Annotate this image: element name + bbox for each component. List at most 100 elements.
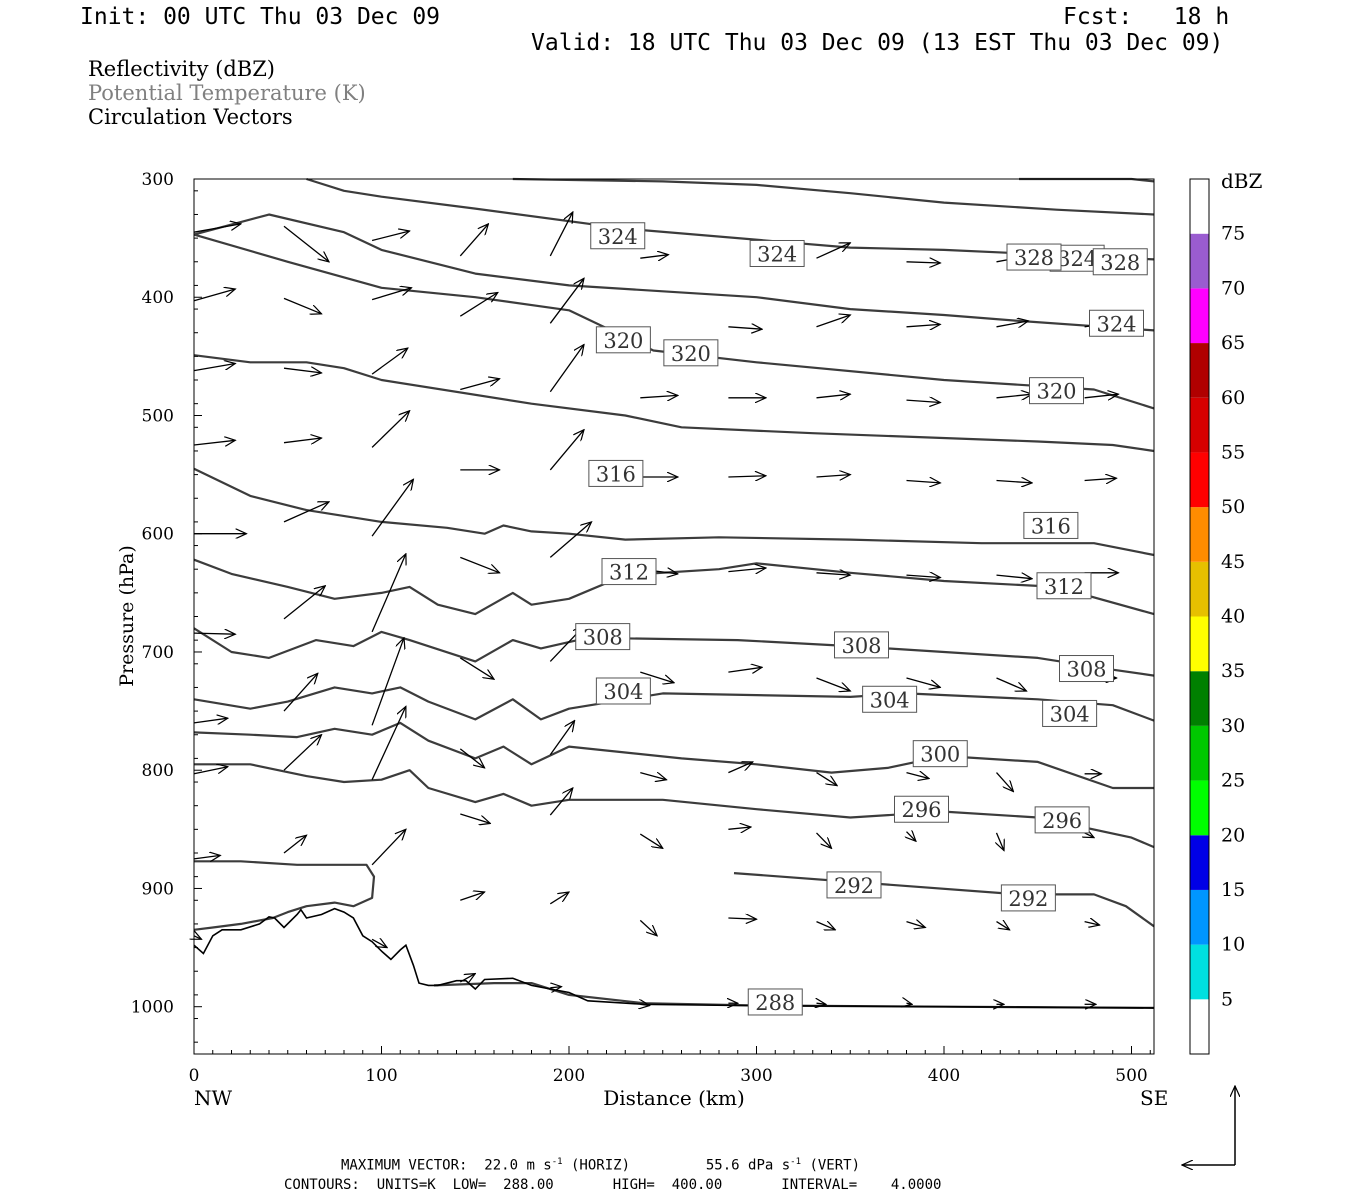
- colorbar-swatch: [1190, 452, 1209, 508]
- isentrope-label-text: 296: [901, 798, 941, 822]
- isentrope-label-text: 320: [603, 329, 643, 353]
- isentrope-label: 328: [1006, 243, 1062, 271]
- isentrope-312-7: [193, 558, 1155, 616]
- circulation-vector: [460, 813, 490, 823]
- circulation-vector: [193, 718, 228, 723]
- circulation-vector: [906, 262, 941, 263]
- circulation-vector: [549, 212, 573, 257]
- colorbar-level-label: 65: [1221, 332, 1245, 354]
- x-tick-label: 0: [189, 1066, 200, 1086]
- circulation-vector: [371, 554, 406, 633]
- circulation-vector: [906, 677, 941, 687]
- circulation-vector: [907, 832, 916, 842]
- isentrope-label-text: 304: [870, 688, 910, 712]
- circulation-vector: [640, 671, 674, 683]
- circulation-vector: [816, 677, 851, 691]
- isentrope-label: 308: [575, 623, 631, 651]
- circulation-vector: [550, 987, 561, 988]
- isentrope-300-4: [193, 721, 1154, 790]
- circulation-vector: [728, 918, 756, 919]
- circulation-vector: [816, 315, 851, 328]
- colorbar-swatch: [1190, 507, 1209, 562]
- isentrope-label: 300: [912, 740, 968, 768]
- isentrope-292-2: [733, 872, 1155, 928]
- circulation-vector: [1084, 922, 1100, 926]
- circulation-vector: [816, 772, 838, 786]
- isentrope-label-box: [1000, 884, 1056, 912]
- colorbar-swatch: [1190, 561, 1209, 617]
- circulation-vector: [549, 721, 574, 756]
- isentrope-label-text: 292: [834, 874, 874, 898]
- isentrope-label-text: 304: [603, 680, 643, 704]
- circulation-vector: [193, 440, 235, 445]
- isentrope-label-text: 316: [1031, 514, 1071, 538]
- circulation-vector: [906, 575, 941, 577]
- isentrope-label: 328: [1092, 248, 1148, 276]
- circulation-vector: [371, 348, 408, 375]
- circulation-vector: [549, 430, 584, 471]
- colorbar-level-label: 10: [1221, 934, 1245, 956]
- colorbar-level-label: 35: [1221, 660, 1245, 682]
- isentrope-label: 296: [894, 795, 949, 823]
- plot-frame: [193, 178, 1155, 1055]
- circulation-vector: [193, 767, 228, 775]
- colorbar-swatch: [1190, 616, 1209, 672]
- circulation-vector: [459, 293, 498, 317]
- x-tick-label: 200: [553, 1066, 585, 1086]
- isentrope-label-text: 312: [609, 561, 649, 585]
- isentrope-label-text: 292: [1008, 887, 1048, 911]
- isentrope-label-box: [747, 988, 803, 1016]
- circulation-vector: [728, 327, 762, 329]
- circulation-vector: [549, 278, 584, 324]
- se-end-label: SE: [1140, 1086, 1168, 1110]
- colorbar-swatch: [1190, 780, 1209, 836]
- circulation-vector: [816, 573, 851, 575]
- isentrope-label-box: [862, 685, 918, 713]
- colorbar-level-label: 50: [1221, 496, 1245, 518]
- circulation-vector: [728, 762, 752, 774]
- isentrope-308-6: [193, 627, 1155, 677]
- y-tick-label: 900: [142, 879, 174, 899]
- x-tick-label: 100: [365, 1066, 397, 1086]
- y-tick-label: 500: [142, 406, 174, 426]
- isentrope-label-box: [826, 871, 882, 899]
- vert-suffix: (VERT): [801, 1157, 861, 1174]
- circulation-vector: [193, 224, 241, 233]
- init-time: Init: 00 UTC Thu 03 Dec 09: [80, 4, 441, 30]
- isentrope-label: 288: [747, 988, 803, 1016]
- isentrope-label-text: 308: [1066, 658, 1106, 682]
- circulation-vector: [639, 919, 657, 935]
- forecast-hour: Fcst: 18 h: [1063, 4, 1230, 30]
- colorbar-level-label: 70: [1221, 277, 1245, 299]
- isentrope-label-box: [749, 239, 805, 267]
- colorbar-swatch: [1190, 999, 1209, 1054]
- isentrope-label-box: [1029, 377, 1084, 405]
- circulation-vector: [371, 288, 411, 301]
- isentrope-label: 324: [590, 222, 646, 250]
- circulation-vector: [906, 481, 941, 483]
- isentrope-label: 320: [1029, 377, 1084, 405]
- horiz-exponent: -1: [551, 1157, 563, 1167]
- isentrope-label-text: 320: [671, 342, 711, 366]
- isentrope-label-text: 328: [1100, 251, 1140, 275]
- isentrope-label-box: [663, 339, 719, 367]
- circulation-vector: [283, 835, 307, 854]
- isentrope-label: 312: [601, 558, 657, 586]
- y-tick-label: 300: [142, 170, 174, 190]
- isentrope-label: 308: [1059, 655, 1114, 683]
- isentrope-label-box: [1006, 243, 1062, 271]
- circulation-vector: [1084, 478, 1117, 480]
- circulation-vector: [640, 395, 678, 397]
- max-vector-label: MAXIMUM VECTOR:: [341, 1157, 468, 1174]
- isentrope-label-box: [1034, 806, 1090, 834]
- isentrope-label-text: 308: [841, 634, 881, 658]
- isentrope-label-text: 308: [583, 626, 623, 650]
- colorbar-swatch: [1190, 397, 1209, 453]
- field-label-circulation-vectors: Circulation Vectors: [88, 105, 293, 129]
- circulation-vector: [459, 748, 484, 768]
- isentrope-label: 316: [588, 459, 644, 487]
- isentrope-label: 316: [1023, 511, 1079, 539]
- circulation-vector: [996, 481, 1033, 483]
- circulation-vector: [817, 1003, 826, 1004]
